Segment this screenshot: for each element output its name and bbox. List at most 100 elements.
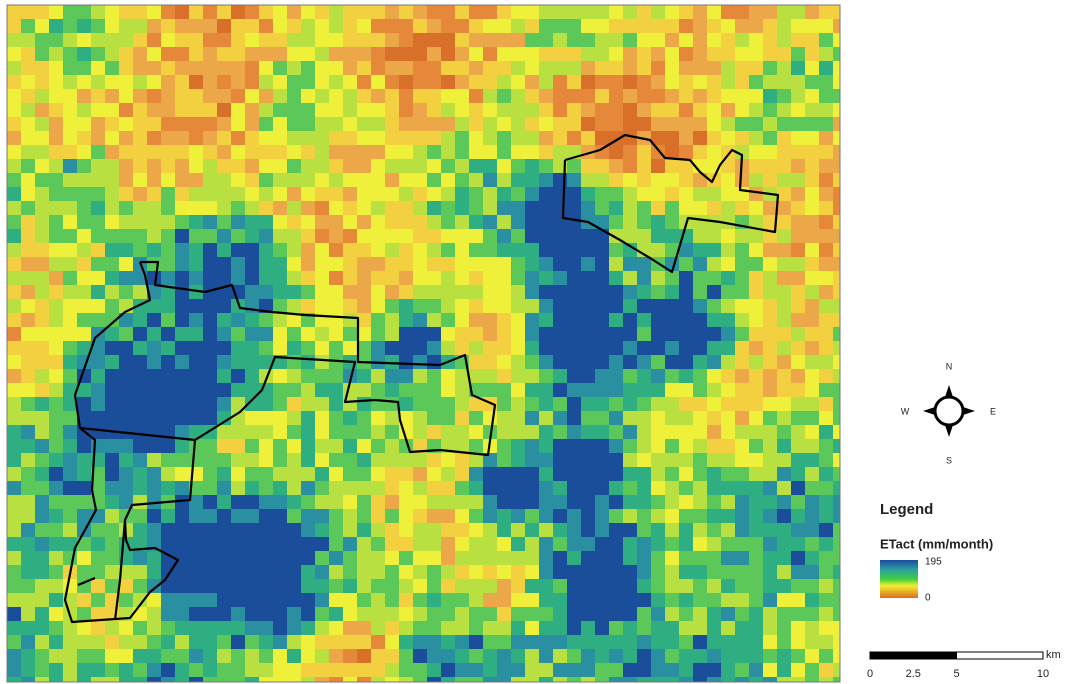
raster-cell [525, 89, 539, 103]
raster-cell [385, 159, 399, 173]
raster-cell [651, 621, 665, 635]
raster-cell [329, 19, 343, 33]
raster-cell [539, 607, 553, 621]
raster-cell [651, 411, 665, 425]
raster-cell [315, 187, 329, 201]
raster-cell [371, 537, 385, 551]
raster-cell [539, 481, 553, 495]
raster-cell [63, 285, 77, 299]
raster-cell [105, 243, 119, 257]
raster-cell [35, 495, 49, 509]
raster-cell [693, 355, 707, 369]
raster-cell [105, 117, 119, 131]
raster-cell [539, 187, 553, 201]
raster-cell [469, 89, 483, 103]
raster-cell [273, 215, 287, 229]
raster-cell [693, 313, 707, 327]
raster-cell [133, 551, 147, 565]
raster-cell [329, 229, 343, 243]
raster-cell [63, 425, 77, 439]
raster-cell [511, 439, 525, 453]
raster-cell [469, 495, 483, 509]
raster-cell [511, 5, 525, 19]
raster-cell [679, 383, 693, 397]
raster-cell [119, 145, 133, 159]
raster-cell [161, 607, 175, 621]
raster-cell [217, 677, 231, 684]
raster-cell [693, 271, 707, 285]
raster-cell [595, 173, 609, 187]
raster-cell [497, 663, 511, 677]
raster-cell [707, 299, 721, 313]
raster-cell [763, 131, 777, 145]
raster-cell [581, 355, 595, 369]
raster-cell [273, 621, 287, 635]
raster-cell [203, 327, 217, 341]
raster-cell [525, 159, 539, 173]
raster-cell [343, 19, 357, 33]
raster-cell [413, 467, 427, 481]
raster-cell [525, 271, 539, 285]
raster-cell [301, 201, 315, 215]
raster-cell [385, 117, 399, 131]
raster-cell [77, 565, 91, 579]
raster-cell [7, 551, 21, 565]
raster-cell [749, 607, 763, 621]
raster-cell [777, 313, 791, 327]
raster-cell [791, 327, 805, 341]
raster-cell [749, 201, 763, 215]
raster-cell [539, 509, 553, 523]
raster-cell [679, 131, 693, 145]
raster-cell [567, 103, 581, 117]
raster-cell [511, 495, 525, 509]
raster-cell [553, 103, 567, 117]
raster-cell [413, 89, 427, 103]
raster-cell [105, 649, 119, 663]
raster-cell [7, 145, 21, 159]
raster-cell [315, 201, 329, 215]
raster-cell [357, 271, 371, 285]
raster-cell [707, 341, 721, 355]
raster-cell [343, 677, 357, 684]
raster-cell [315, 439, 329, 453]
raster-cell [35, 271, 49, 285]
raster-cell [175, 201, 189, 215]
raster-cell [805, 187, 819, 201]
raster-cell [385, 299, 399, 313]
raster-cell [721, 509, 735, 523]
legend-min: 0 [925, 593, 931, 604]
raster-cell [525, 327, 539, 341]
raster-cell [553, 355, 567, 369]
raster-cell [175, 355, 189, 369]
raster-cell [91, 523, 105, 537]
raster-cell [595, 397, 609, 411]
raster-cell [147, 327, 161, 341]
raster-cell [385, 663, 399, 677]
raster-cell [483, 327, 497, 341]
raster-cell [441, 61, 455, 75]
raster-cell [385, 551, 399, 565]
raster-cell [21, 565, 35, 579]
raster-cell [35, 565, 49, 579]
raster-cell [763, 537, 777, 551]
raster-cell [581, 551, 595, 565]
raster-cell [427, 649, 441, 663]
raster-cell [763, 523, 777, 537]
raster-cell [329, 117, 343, 131]
raster-cell [385, 327, 399, 341]
raster-cell [427, 565, 441, 579]
raster-cell [133, 453, 147, 467]
raster-cell [287, 537, 301, 551]
raster-cell [147, 369, 161, 383]
raster-cell [665, 551, 679, 565]
raster-cell [749, 145, 763, 159]
raster-cell [175, 579, 189, 593]
raster-cell [371, 677, 385, 684]
raster-cell [63, 481, 77, 495]
raster-cell [791, 215, 805, 229]
raster-cell [63, 621, 77, 635]
raster-cell [287, 649, 301, 663]
raster-cell [105, 467, 119, 481]
raster-cell [77, 607, 91, 621]
raster-cell [483, 229, 497, 243]
